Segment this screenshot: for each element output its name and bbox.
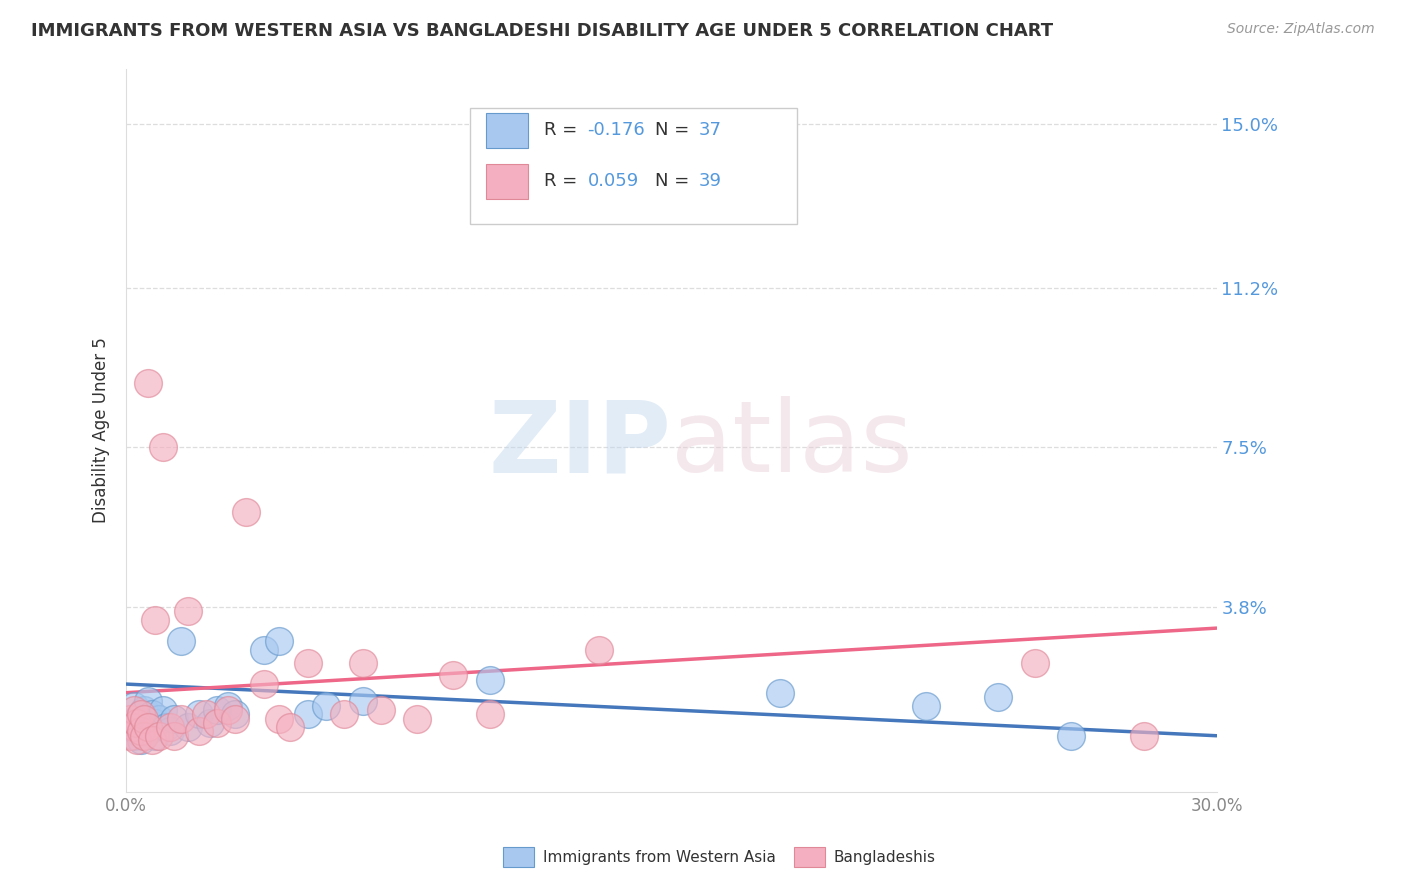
Point [152,440,174,454]
Text: ZIP: ZIP [488,396,672,493]
Point [1133,729,1156,743]
FancyBboxPatch shape [470,108,797,224]
Point [224,707,246,722]
Point [205,703,228,717]
Point [267,634,290,648]
Point [118,729,141,743]
Point [129,733,152,747]
Point [177,720,200,734]
Text: -0.176: -0.176 [588,121,645,139]
Point [217,698,239,713]
Point [141,720,163,734]
Point [162,712,184,726]
Point [136,720,159,734]
Point [134,712,156,726]
Point [162,729,184,743]
Point [478,673,501,687]
Point [127,712,149,726]
Point [148,712,170,726]
Point [145,729,167,743]
Bar [486,113,527,148]
Point [129,707,152,722]
Point [441,668,464,682]
Point [122,703,145,717]
Point [136,376,159,390]
Point [141,707,163,722]
Point [352,694,374,708]
Point [122,720,145,734]
Text: atlas: atlas [672,396,912,493]
Point [478,707,501,722]
Text: Immigrants from Western Asia: Immigrants from Western Asia [543,850,776,864]
Point [188,707,211,722]
Point [145,613,167,627]
Point [224,712,246,726]
Point [315,698,337,713]
Point [118,712,141,726]
Text: Source: ZipAtlas.com: Source: ZipAtlas.com [1227,22,1375,37]
Point [588,642,610,657]
Point [1060,729,1083,743]
Point [987,690,1010,704]
Text: R =: R = [544,121,583,139]
Text: Bangladeshis: Bangladeshis [834,850,936,864]
Point [217,703,239,717]
Point [198,715,221,730]
Bar [486,164,527,199]
Point [152,703,174,717]
Point [188,724,211,739]
Point [177,604,200,618]
Point [352,656,374,670]
Point [370,703,392,717]
Point [253,677,276,691]
Point [127,733,149,747]
Point [333,707,356,722]
Point [136,724,159,739]
Y-axis label: Disability Age Under 5: Disability Age Under 5 [93,337,110,523]
Point [769,686,792,700]
Point [297,656,319,670]
Point [170,712,193,726]
Point [205,715,228,730]
Point [118,720,141,734]
Point [170,634,193,648]
Point [127,715,149,730]
Point [914,698,936,713]
Point [195,707,218,722]
Point [134,729,156,743]
Text: 0.059: 0.059 [588,171,638,190]
Point [134,703,156,717]
Text: 39: 39 [699,171,721,190]
Point [122,729,145,743]
Point [122,698,145,713]
Point [155,720,177,734]
Point [129,724,152,739]
Point [141,733,163,747]
Point [235,505,257,519]
Point [278,720,301,734]
Text: IMMIGRANTS FROM WESTERN ASIA VS BANGLADESHI DISABILITY AGE UNDER 5 CORRELATION C: IMMIGRANTS FROM WESTERN ASIA VS BANGLADE… [31,22,1053,40]
Point [1024,656,1046,670]
Text: R =: R = [544,171,583,190]
Point [134,715,156,730]
Text: N =: N = [655,121,695,139]
Point [297,707,319,722]
Text: N =: N = [655,171,695,190]
Point [148,729,170,743]
Point [267,712,290,726]
Point [129,707,152,722]
Point [159,724,181,739]
Text: 37: 37 [699,121,721,139]
Point [159,720,181,734]
Point [406,712,429,726]
Point [127,724,149,739]
Point [145,715,167,730]
Point [136,694,159,708]
Point [253,642,276,657]
